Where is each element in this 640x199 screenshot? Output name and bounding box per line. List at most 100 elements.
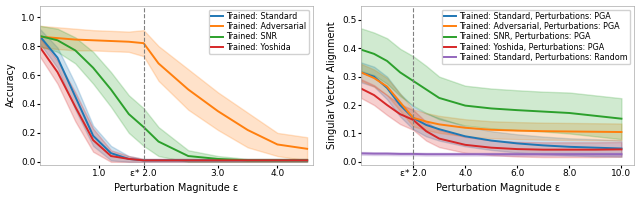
Trained: SNR, Perturbations: PGA: (1.5, 0.315): SNR, Perturbations: PGA: (1.5, 0.315)	[396, 71, 404, 74]
Trained: Standard, Perturbations: PGA: (10, 0.047): Standard, Perturbations: PGA: (10, 0.047…	[618, 147, 625, 150]
Trained: Yoshida: (2.5, 0.01): Yoshida: (2.5, 0.01)	[184, 159, 192, 162]
Trained: Yoshida: (3, 0.01): Yoshida: (3, 0.01)	[214, 159, 222, 162]
Trained: Standard: (4.5, 0.01): Standard: (4.5, 0.01)	[303, 159, 311, 162]
Trained: Yoshida, Perturbations: PGA: (10, 0.044): Yoshida, Perturbations: PGA: (10, 0.044)	[618, 148, 625, 151]
Trained: Adversarial, Perturbations: PGA: (10, 0.105): Adversarial, Perturbations: PGA: (10, 0.…	[618, 131, 625, 133]
Trained: Standard, Perturbations: Random: (1.5, 0.028): Standard, Perturbations: Random: (1.5, 0…	[396, 153, 404, 155]
Trained: Standard: (0.6, 0.45): Standard: (0.6, 0.45)	[72, 96, 79, 98]
Trained: Standard, Perturbations: Random: (9, 0.027): Standard, Perturbations: Random: (9, 0.0…	[591, 153, 599, 155]
Trained: Adversarial, Perturbations: PGA: (7, 0.108): Adversarial, Perturbations: PGA: (7, 0.1…	[540, 130, 547, 132]
Trained: SNR, Perturbations: PGA: (2, 0.285): SNR, Perturbations: PGA: (2, 0.285)	[409, 80, 417, 82]
Trained: Standard, Perturbations: Random: (6, 0.027): Standard, Perturbations: Random: (6, 0.0…	[513, 153, 521, 155]
Trained: Standard, Perturbations: Random: (2, 0.028): Standard, Perturbations: Random: (2, 0.0…	[409, 153, 417, 155]
Trained: SNR, Perturbations: PGA: (8, 0.172): SNR, Perturbations: PGA: (8, 0.172)	[566, 112, 573, 114]
Trained: Yoshida, Perturbations: PGA: (1.5, 0.168): Yoshida, Perturbations: PGA: (1.5, 0.168…	[396, 113, 404, 115]
Trained: Yoshida, Perturbations: PGA: (5, 0.05): Yoshida, Perturbations: PGA: (5, 0.05)	[488, 146, 495, 149]
Trained: Adversarial: (3.5, 0.22): Adversarial: (3.5, 0.22)	[244, 129, 252, 131]
Trained: Adversarial, Perturbations: PGA: (8, 0.107): Adversarial, Perturbations: PGA: (8, 0.1…	[566, 130, 573, 133]
Trained: Standard: (2, 0.01): Standard: (2, 0.01)	[155, 159, 163, 162]
Y-axis label: Singular Vector Alignment: Singular Vector Alignment	[327, 21, 337, 149]
Line: Trained: Yoshida, Perturbations: PGA: Trained: Yoshida, Perturbations: PGA	[361, 89, 621, 150]
Trained: Standard, Perturbations: Random: (7, 0.027): Standard, Perturbations: Random: (7, 0.0…	[540, 153, 547, 155]
Trained: Standard: (0.3, 0.72): Standard: (0.3, 0.72)	[54, 57, 61, 59]
Trained: Yoshida: (0, 0.795): Yoshida: (0, 0.795)	[36, 46, 44, 48]
Trained: Adversarial: (3, 0.35): Adversarial: (3, 0.35)	[214, 110, 222, 112]
Trained: SNR, Perturbations: PGA: (2.5, 0.255): SNR, Perturbations: PGA: (2.5, 0.255)	[422, 88, 430, 91]
Trained: Standard, Perturbations: PGA: (2.5, 0.13): Standard, Perturbations: PGA: (2.5, 0.13…	[422, 124, 430, 126]
Trained: Standard, Perturbations: PGA: (2, 0.155): Standard, Perturbations: PGA: (2, 0.155)	[409, 117, 417, 119]
Trained: Standard, Perturbations: Random: (10, 0.027): Standard, Perturbations: Random: (10, 0.…	[618, 153, 625, 155]
Trained: Standard, Perturbations: PGA: (3, 0.115): Standard, Perturbations: PGA: (3, 0.115)	[435, 128, 443, 130]
Trained: Standard, Perturbations: PGA: (1.5, 0.2): Standard, Perturbations: PGA: (1.5, 0.2)	[396, 104, 404, 106]
Trained: SNR, Perturbations: PGA: (0, 0.395): SNR, Perturbations: PGA: (0, 0.395)	[357, 48, 365, 51]
Trained: Adversarial: (2, 0.68): Adversarial: (2, 0.68)	[155, 62, 163, 65]
X-axis label: Perturbation Magnitude ε: Perturbation Magnitude ε	[436, 183, 560, 193]
Trained: Standard, Perturbations: Random: (8, 0.027): Standard, Perturbations: Random: (8, 0.0…	[566, 153, 573, 155]
Trained: Standard, Perturbations: PGA: (8, 0.053): Standard, Perturbations: PGA: (8, 0.053)	[566, 146, 573, 148]
Line: Trained: SNR: Trained: SNR	[40, 36, 307, 160]
Trained: SNR, Perturbations: PGA: (7, 0.177): SNR, Perturbations: PGA: (7, 0.177)	[540, 110, 547, 113]
Line: Trained: Adversarial, Perturbations: PGA: Trained: Adversarial, Perturbations: PGA	[361, 72, 621, 132]
Trained: Standard: (0.9, 0.18): Standard: (0.9, 0.18)	[90, 135, 97, 137]
Y-axis label: Accuracy: Accuracy	[6, 63, 15, 107]
Trained: Yoshida, Perturbations: PGA: (9, 0.043): Yoshida, Perturbations: PGA: (9, 0.043)	[591, 148, 599, 151]
Trained: Yoshida, Perturbations: PGA: (6, 0.045): Yoshida, Perturbations: PGA: (6, 0.045)	[513, 148, 521, 150]
Trained: Adversarial, Perturbations: PGA: (9, 0.106): Adversarial, Perturbations: PGA: (9, 0.1…	[591, 131, 599, 133]
Trained: SNR: (0.3, 0.84): SNR: (0.3, 0.84)	[54, 39, 61, 41]
Trained: Standard, Perturbations: PGA: (7, 0.058): Standard, Perturbations: PGA: (7, 0.058)	[540, 144, 547, 147]
Trained: Yoshida: (0.3, 0.62): Yoshida: (0.3, 0.62)	[54, 71, 61, 73]
Trained: Yoshida, Perturbations: PGA: (4, 0.06): Yoshida, Perturbations: PGA: (4, 0.06)	[461, 144, 469, 146]
Trained: Standard, Perturbations: Random: (5, 0.027): Standard, Perturbations: Random: (5, 0.0…	[488, 153, 495, 155]
Line: Trained: Standard, Perturbations: Random: Trained: Standard, Perturbations: Random	[361, 153, 621, 154]
Trained: Yoshida, Perturbations: PGA: (0, 0.258): Yoshida, Perturbations: PGA: (0, 0.258)	[357, 87, 365, 90]
Trained: Standard: (1.2, 0.06): Standard: (1.2, 0.06)	[107, 152, 115, 154]
Trained: SNR: (3, 0.02): SNR: (3, 0.02)	[214, 158, 222, 160]
Trained: Adversarial, Perturbations: PGA: (5, 0.113): Adversarial, Perturbations: PGA: (5, 0.1…	[488, 129, 495, 131]
Trained: SNR, Perturbations: PGA: (1, 0.355): SNR, Perturbations: PGA: (1, 0.355)	[383, 60, 391, 62]
Trained: SNR: (1.2, 0.5): SNR: (1.2, 0.5)	[107, 88, 115, 91]
Trained: Yoshida: (3.5, 0.01): Yoshida: (3.5, 0.01)	[244, 159, 252, 162]
Trained: Yoshida: (1.75, 0.01): Yoshida: (1.75, 0.01)	[140, 159, 147, 162]
Trained: SNR: (0.9, 0.65): SNR: (0.9, 0.65)	[90, 67, 97, 69]
Trained: Adversarial: (2.5, 0.5): Adversarial: (2.5, 0.5)	[184, 88, 192, 91]
Trained: SNR, Perturbations: PGA: (3, 0.225): SNR, Perturbations: PGA: (3, 0.225)	[435, 97, 443, 99]
Trained: Standard, Perturbations: Random: (1, 0.029): Standard, Perturbations: Random: (1, 0.0…	[383, 152, 391, 155]
Trained: Yoshida, Perturbations: PGA: (8, 0.043): Yoshida, Perturbations: PGA: (8, 0.043)	[566, 148, 573, 151]
Trained: Adversarial, Perturbations: PGA: (2, 0.155): Adversarial, Perturbations: PGA: (2, 0.1…	[409, 117, 417, 119]
Trained: Yoshida, Perturbations: PGA: (2.5, 0.108): Yoshida, Perturbations: PGA: (2.5, 0.108…	[422, 130, 430, 132]
Line: Trained: Standard, Perturbations: PGA: Trained: Standard, Perturbations: PGA	[361, 72, 621, 148]
Trained: Standard: (1.75, 0.01): Standard: (1.75, 0.01)	[140, 159, 147, 162]
Trained: Adversarial: (0.9, 0.84): Adversarial: (0.9, 0.84)	[90, 39, 97, 41]
Trained: SNR: (2.5, 0.04): SNR: (2.5, 0.04)	[184, 155, 192, 157]
Trained: Standard, Perturbations: PGA: (5, 0.075): Standard, Perturbations: PGA: (5, 0.075)	[488, 139, 495, 142]
Trained: Yoshida: (4.5, 0.01): Yoshida: (4.5, 0.01)	[303, 159, 311, 162]
Trained: SNR, Perturbations: PGA: (4, 0.198): SNR, Perturbations: PGA: (4, 0.198)	[461, 104, 469, 107]
Trained: Standard, Perturbations: Random: (4, 0.027): Standard, Perturbations: Random: (4, 0.0…	[461, 153, 469, 155]
Trained: Yoshida: (4, 0.01): Yoshida: (4, 0.01)	[273, 159, 281, 162]
Trained: Standard, Perturbations: PGA: (1, 0.26): Standard, Perturbations: PGA: (1, 0.26)	[383, 87, 391, 89]
Trained: Yoshida, Perturbations: PGA: (1, 0.2): Yoshida, Perturbations: PGA: (1, 0.2)	[383, 104, 391, 106]
Trained: Yoshida, Perturbations: PGA: (0.5, 0.235): Yoshida, Perturbations: PGA: (0.5, 0.235…	[370, 94, 378, 96]
Trained: SNR, Perturbations: PGA: (6, 0.182): SNR, Perturbations: PGA: (6, 0.182)	[513, 109, 521, 111]
Trained: Standard, Perturbations: PGA: (0, 0.315): Standard, Perturbations: PGA: (0, 0.315)	[357, 71, 365, 74]
Trained: Standard, Perturbations: Random: (0.5, 0.029): Standard, Perturbations: Random: (0.5, 0…	[370, 152, 378, 155]
Trained: SNR: (4.5, 0.01): SNR: (4.5, 0.01)	[303, 159, 311, 162]
Trained: Adversarial, Perturbations: PGA: (4, 0.12): Adversarial, Perturbations: PGA: (4, 0.1…	[461, 127, 469, 129]
Trained: Standard: (3.5, 0.01): Standard: (3.5, 0.01)	[244, 159, 252, 162]
Line: Trained: Standard: Trained: Standard	[40, 36, 307, 160]
Trained: Yoshida, Perturbations: PGA: (3, 0.082): Yoshida, Perturbations: PGA: (3, 0.082)	[435, 137, 443, 140]
Trained: Standard, Perturbations: Random: (3, 0.027): Standard, Perturbations: Random: (3, 0.0…	[435, 153, 443, 155]
Trained: Yoshida: (0.9, 0.15): Yoshida: (0.9, 0.15)	[90, 139, 97, 141]
Trained: SNR: (4, 0.01): SNR: (4, 0.01)	[273, 159, 281, 162]
Trained: Standard: (0, 0.87): Standard: (0, 0.87)	[36, 35, 44, 37]
Line: Trained: Adversarial: Trained: Adversarial	[40, 37, 307, 149]
Trained: Adversarial: (0, 0.865): Adversarial: (0, 0.865)	[36, 35, 44, 38]
Trained: Adversarial, Perturbations: PGA: (3, 0.132): Adversarial, Perturbations: PGA: (3, 0.1…	[435, 123, 443, 126]
Trained: Adversarial: (1.75, 0.82): Adversarial: (1.75, 0.82)	[140, 42, 147, 44]
Trained: Adversarial, Perturbations: PGA: (0.5, 0.295): Adversarial, Perturbations: PGA: (0.5, 0…	[370, 77, 378, 79]
Trained: Standard: (2.5, 0.01): Standard: (2.5, 0.01)	[184, 159, 192, 162]
Legend: Trained: Standard, Trained: Adversarial, Trained: SNR, Trained: Yoshida: Trained: Standard, Trained: Adversarial,…	[209, 10, 309, 54]
Trained: Yoshida, Perturbations: PGA: (2, 0.148): Yoshida, Perturbations: PGA: (2, 0.148)	[409, 119, 417, 121]
Line: Trained: Yoshida: Trained: Yoshida	[40, 47, 307, 160]
Trained: SNR: (0.6, 0.77): SNR: (0.6, 0.77)	[72, 49, 79, 52]
